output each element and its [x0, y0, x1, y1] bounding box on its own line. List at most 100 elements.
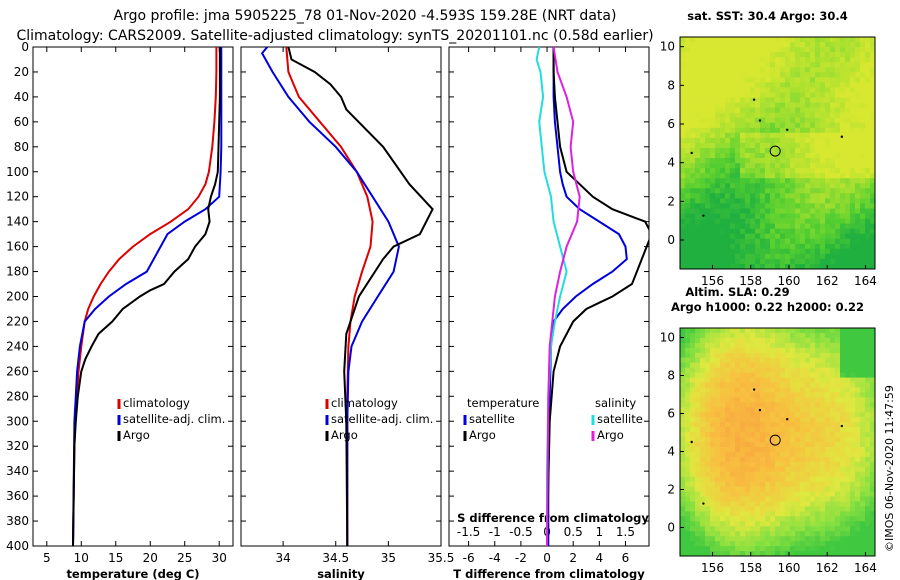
heatmap-cell: [795, 193, 801, 199]
heatmap-cell: [740, 437, 746, 443]
heatmap-cell: [680, 531, 686, 537]
heatmap-cell: [740, 372, 746, 378]
heatmap-cell: [785, 233, 791, 240]
heatmap-cell: [690, 102, 696, 108]
heatmap-cell: [850, 37, 856, 43]
heatmap-cell: [860, 173, 866, 179]
heatmap-cell: [790, 264, 796, 270]
heatmap-cell: [800, 432, 806, 438]
heatmap-cell: [855, 432, 861, 438]
heatmap-cell: [745, 42, 751, 48]
heatmap-cell: [830, 377, 836, 383]
heatmap-cell: [720, 536, 726, 542]
heatmap-cell: [760, 193, 766, 199]
heatmap-cell: [860, 248, 866, 255]
heatmap-cell: [765, 456, 771, 463]
heatmap-cell: [795, 37, 801, 43]
heatmap-cell: [780, 238, 786, 245]
heatmap-cell: [705, 203, 711, 209]
heatmap-cell: [835, 447, 841, 453]
heatmap-cell: [795, 357, 801, 364]
heatmap-cell: [860, 432, 866, 438]
heatmap-cell: [750, 178, 756, 184]
heatmap-cell: [685, 213, 691, 219]
heatmap-cell: [800, 82, 806, 88]
heatmap-cell: [680, 337, 686, 344]
heatmap-cell: [775, 57, 781, 63]
heatmap-cell: [750, 362, 756, 369]
heatmap-cell: [685, 102, 691, 108]
heatmap-cell: [870, 516, 876, 522]
heatmap-cell: [820, 511, 826, 517]
heatmap-cell: [720, 546, 726, 552]
heatmap-cell: [835, 102, 841, 108]
x-tick-label: 34: [275, 551, 290, 565]
heatmap-cell: [700, 42, 706, 48]
heatmap-cell: [695, 357, 701, 364]
heatmap-cell: [700, 461, 706, 468]
heatmap-cell: [845, 447, 851, 453]
heatmap-cell: [800, 451, 806, 458]
heatmap-cell: [795, 506, 801, 512]
heatmap-cell: [855, 62, 861, 68]
island-mark: [840, 424, 844, 428]
heatmap-cell: [725, 57, 731, 63]
heatmap-cell: [810, 516, 816, 522]
heatmap-cell: [700, 77, 706, 83]
heatmap-cell: [785, 357, 791, 364]
heatmap-cell: [690, 82, 696, 88]
heatmap-cell: [855, 188, 861, 194]
heatmap-cell: [730, 97, 736, 103]
heatmap-cell: [745, 392, 751, 398]
heatmap-cell: [855, 347, 861, 354]
heatmap-cell: [705, 382, 711, 388]
heatmap-cell: [870, 142, 876, 149]
heatmap-cell: [870, 97, 876, 103]
heatmap-cell: [725, 372, 731, 378]
heatmap-cell: [725, 82, 731, 88]
heatmap-cell: [850, 466, 856, 473]
heatmap-cell: [785, 62, 791, 68]
heatmap-cell: [755, 142, 761, 149]
heatmap-cell: [775, 461, 781, 468]
heatmap-cell: [750, 238, 756, 245]
heatmap-cell: [695, 328, 701, 334]
heatmap-cell: [780, 476, 786, 483]
heatmap-cell: [690, 198, 696, 204]
heatmap-cell: [785, 412, 791, 418]
heatmap-cell: [735, 163, 741, 169]
heatmap-cell: [705, 158, 711, 164]
heatmap-cell: [865, 188, 871, 194]
heatmap-cell: [790, 536, 796, 542]
heatmap-cell: [805, 531, 811, 537]
heatmap-cell: [700, 132, 706, 139]
heatmap-cell: [835, 451, 841, 458]
heatmap-cell: [855, 42, 861, 48]
heatmap-cell: [775, 67, 781, 73]
y-tick-label: 0: [21, 40, 29, 54]
heatmap-cell: [785, 168, 791, 174]
heatmap-cell: [700, 333, 706, 339]
heatmap-cell: [815, 178, 821, 184]
heatmap-cell: [835, 372, 841, 378]
heatmap-cell: [690, 97, 696, 103]
heatmap-cell: [790, 87, 796, 93]
heatmap-cell: [715, 437, 721, 443]
heatmap-cell: [845, 506, 851, 512]
heatmap-cell: [850, 87, 856, 93]
heatmap-cell: [770, 77, 776, 83]
x-axis-title: T difference from climatology: [453, 567, 645, 580]
heatmap-cell: [780, 328, 786, 334]
heatmap-cell: [755, 382, 761, 388]
heatmap-cell: [750, 387, 756, 393]
heatmap-cell: [750, 137, 756, 144]
heatmap-cell: [720, 481, 726, 488]
heatmap-cell: [685, 57, 691, 63]
heatmap-cell: [705, 52, 711, 58]
heatmap-cell: [830, 442, 836, 448]
x-tick-label: 34.5: [322, 551, 349, 565]
heatmap-cell: [790, 163, 796, 169]
heatmap-cell: [755, 102, 761, 108]
heatmap-cell: [685, 248, 691, 255]
heatmap-cell: [765, 72, 771, 78]
